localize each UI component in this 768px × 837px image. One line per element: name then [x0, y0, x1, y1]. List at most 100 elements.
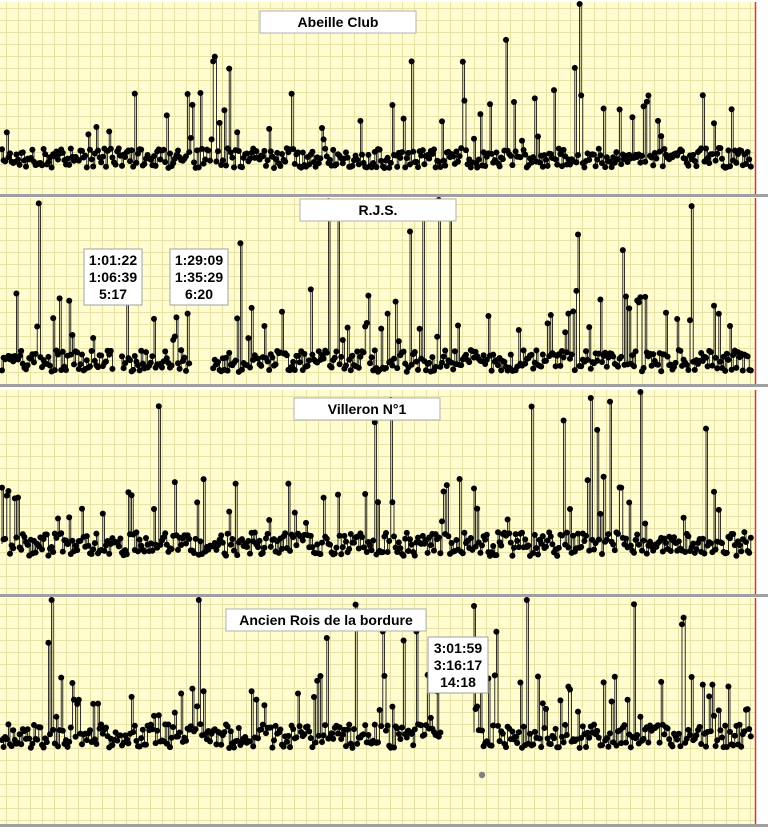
data-point [579, 723, 586, 730]
data-point [503, 744, 509, 751]
data-point [493, 552, 500, 559]
data-point [347, 367, 354, 374]
data-point [560, 739, 567, 746]
data-point [197, 89, 204, 96]
data-point [407, 536, 413, 543]
data-point [93, 740, 100, 747]
data-point [231, 744, 237, 751]
data-point [680, 514, 687, 521]
data-point [258, 362, 265, 369]
data-point [495, 362, 501, 369]
data-point [285, 732, 292, 739]
annotation-line: 1:29:09 [175, 252, 223, 268]
data-point [610, 541, 617, 548]
data-point [131, 90, 138, 97]
data-point [29, 740, 36, 747]
data-point [208, 136, 215, 143]
data-point [229, 154, 236, 161]
data-point [459, 58, 466, 65]
data-point [703, 145, 709, 152]
data-point [632, 348, 639, 355]
data-point [747, 733, 754, 740]
data-point [597, 152, 604, 159]
data-point [267, 543, 274, 550]
data-point [730, 531, 737, 538]
data-point [119, 162, 125, 169]
data-point [162, 348, 169, 355]
data-point [575, 231, 581, 238]
data-point [53, 713, 60, 720]
data-point [747, 163, 754, 170]
data-point [715, 506, 722, 513]
data-point [138, 735, 145, 742]
data-point [723, 549, 730, 556]
data-point [474, 505, 481, 512]
data-point [683, 361, 690, 368]
data-point [554, 552, 561, 559]
data-point [650, 162, 657, 169]
data-point [32, 549, 39, 556]
data-point [352, 601, 359, 608]
data-point [18, 347, 25, 354]
data-point [67, 724, 74, 731]
data-point [362, 490, 369, 497]
data-point [346, 546, 353, 553]
data-point [535, 673, 541, 680]
data-point [264, 157, 271, 164]
data-point [642, 293, 649, 300]
data-point [354, 740, 361, 747]
data-point [653, 155, 660, 162]
series [0, 389, 754, 559]
data-point [195, 597, 202, 603]
data-point [643, 550, 650, 557]
data-point [479, 542, 485, 549]
data-point [389, 703, 396, 710]
data-point [26, 735, 33, 742]
data-point [706, 160, 713, 167]
data-point [87, 146, 93, 153]
data-point [90, 335, 97, 342]
data-point [474, 703, 481, 710]
data-point [43, 531, 50, 538]
data-point [336, 361, 343, 368]
data-point [90, 163, 97, 170]
data-point [557, 362, 564, 369]
data-point [187, 134, 194, 141]
data-point [421, 731, 428, 738]
data-point [615, 530, 621, 537]
data-point [499, 156, 506, 163]
data-point [239, 164, 245, 171]
data-point [578, 92, 585, 99]
data-point [290, 726, 297, 733]
data-point [83, 164, 90, 171]
data-point [13, 534, 20, 541]
data-point [83, 357, 90, 364]
data-point [707, 349, 714, 356]
data-point [194, 703, 201, 710]
data-point [323, 634, 330, 641]
data-point [18, 741, 25, 748]
data-point [597, 510, 604, 517]
data-point [555, 544, 562, 551]
panel-title: R.J.S. [359, 202, 398, 218]
data-point [397, 545, 404, 552]
data-point [592, 163, 599, 170]
data-point [7, 550, 13, 557]
data-point [531, 95, 538, 102]
data-point [632, 536, 639, 543]
data-point [51, 367, 58, 374]
data-point [59, 548, 66, 555]
data-point [717, 145, 724, 152]
data-point [373, 164, 380, 171]
data-point [218, 532, 225, 539]
data-point [415, 366, 421, 373]
data-point [642, 520, 649, 527]
data-point [463, 351, 469, 358]
data-point [586, 734, 593, 741]
data-point [400, 348, 407, 355]
data-point [253, 148, 260, 155]
data-point [264, 358, 271, 365]
data-point [271, 737, 277, 744]
data-point [530, 365, 537, 372]
data-point [346, 721, 353, 728]
